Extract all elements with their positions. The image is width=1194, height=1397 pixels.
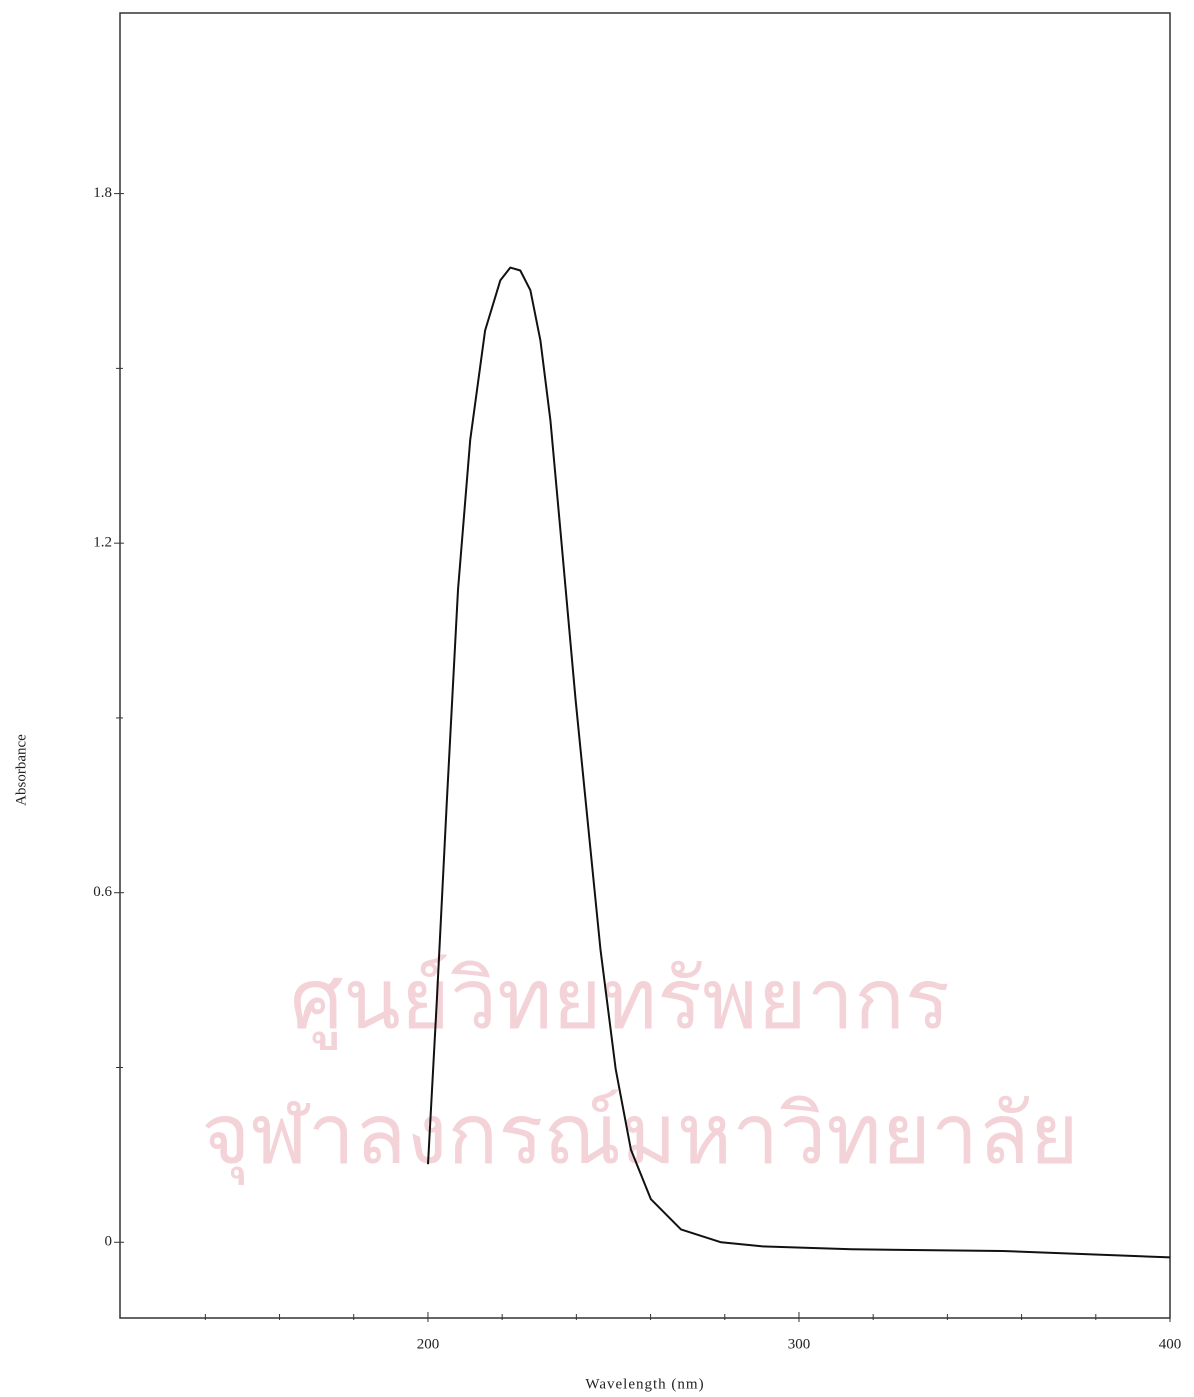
y-tick-label: 0 <box>105 1234 113 1250</box>
y-axis-label: Absorbance <box>13 734 29 806</box>
watermark: ศูนย์วิทยทรัพยากร <box>290 950 950 1050</box>
x-tick-label: 200 <box>417 1336 440 1352</box>
y-tick-label: 0.6 <box>93 884 112 900</box>
x-tick-label: 400 <box>1159 1336 1182 1352</box>
x-axis-label: Wavelength (nm) <box>585 1376 704 1392</box>
y-tick-label: 1.8 <box>93 185 112 201</box>
y-tick-label: 1.2 <box>93 535 112 551</box>
spectrum-line <box>427 266 1171 1259</box>
x-tick-label: 300 <box>788 1336 811 1352</box>
watermark: จุฬาลงกรณ์มหาวิทยาลัย <box>201 1085 1079 1186</box>
plot-frame <box>119 12 1171 1319</box>
